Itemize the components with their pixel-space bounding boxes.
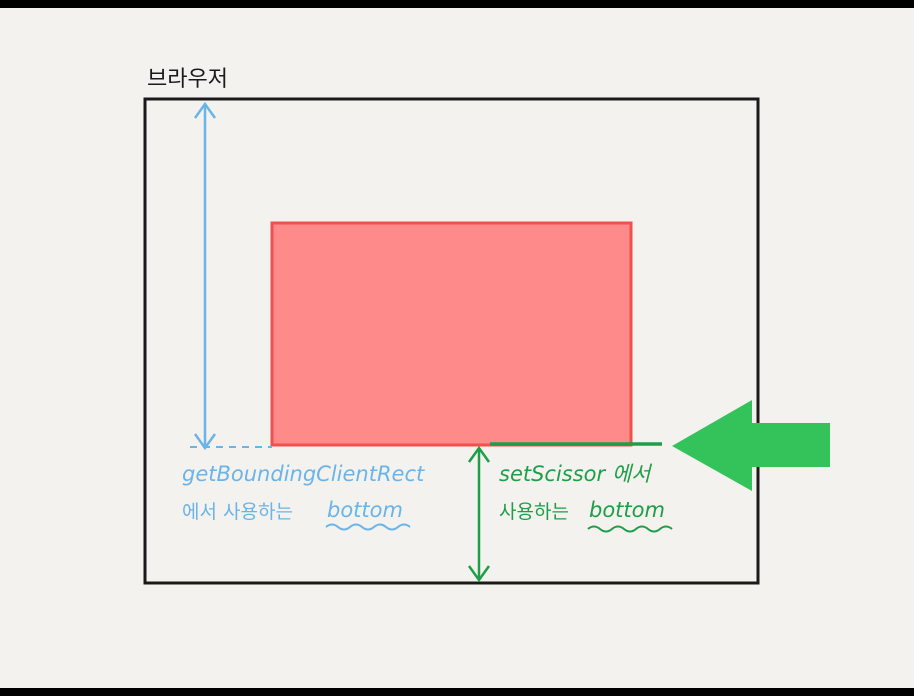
big-left-arrow-icon xyxy=(672,400,830,491)
blue-label-line2-prefix: 에서 사용하는 xyxy=(182,501,293,523)
browser-title: 브라우저 xyxy=(147,67,228,92)
green-label-line2-keyword: bottom xyxy=(589,498,665,522)
blue-label-line1: getBoundingClientRect xyxy=(182,462,425,486)
green-keyword-squiggle xyxy=(587,525,673,533)
green-measure-arrow xyxy=(467,445,491,583)
element-box xyxy=(270,221,633,447)
blue-label-line2-keyword: bottom xyxy=(327,498,403,522)
blue-measure-arrow xyxy=(193,101,217,451)
blue-keyword-squiggle xyxy=(325,523,411,531)
browser-frame xyxy=(143,97,760,585)
green-label-line1: setScissor 에서 xyxy=(499,462,653,486)
green-label-line2-prefix: 사용하는 xyxy=(499,501,569,523)
